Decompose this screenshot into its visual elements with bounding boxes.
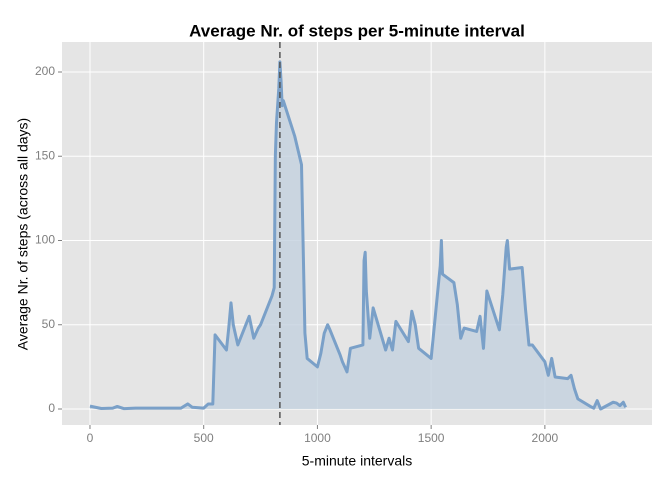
area xyxy=(89,61,626,409)
x-tick-label: 0 xyxy=(87,431,94,445)
y-tick-label: 50 xyxy=(42,317,56,331)
y-tick-label: 150 xyxy=(35,148,55,162)
x-tick-label: 1000 xyxy=(304,431,331,445)
x-tick-label: 2000 xyxy=(532,431,559,445)
chart-title: Average Nr. of steps per 5-minute interv… xyxy=(189,21,525,40)
x-axis-label: 5-minute intervals xyxy=(302,453,413,469)
x-tick-label: 500 xyxy=(194,431,214,445)
y-axis-label: Average Nr. of steps (across all days) xyxy=(15,118,31,350)
x-tick-label: 1500 xyxy=(418,431,445,445)
y-tick-label: 0 xyxy=(48,401,55,415)
y-tick-label: 200 xyxy=(35,64,55,78)
line xyxy=(89,60,627,411)
y-tick-label: 100 xyxy=(35,233,55,247)
